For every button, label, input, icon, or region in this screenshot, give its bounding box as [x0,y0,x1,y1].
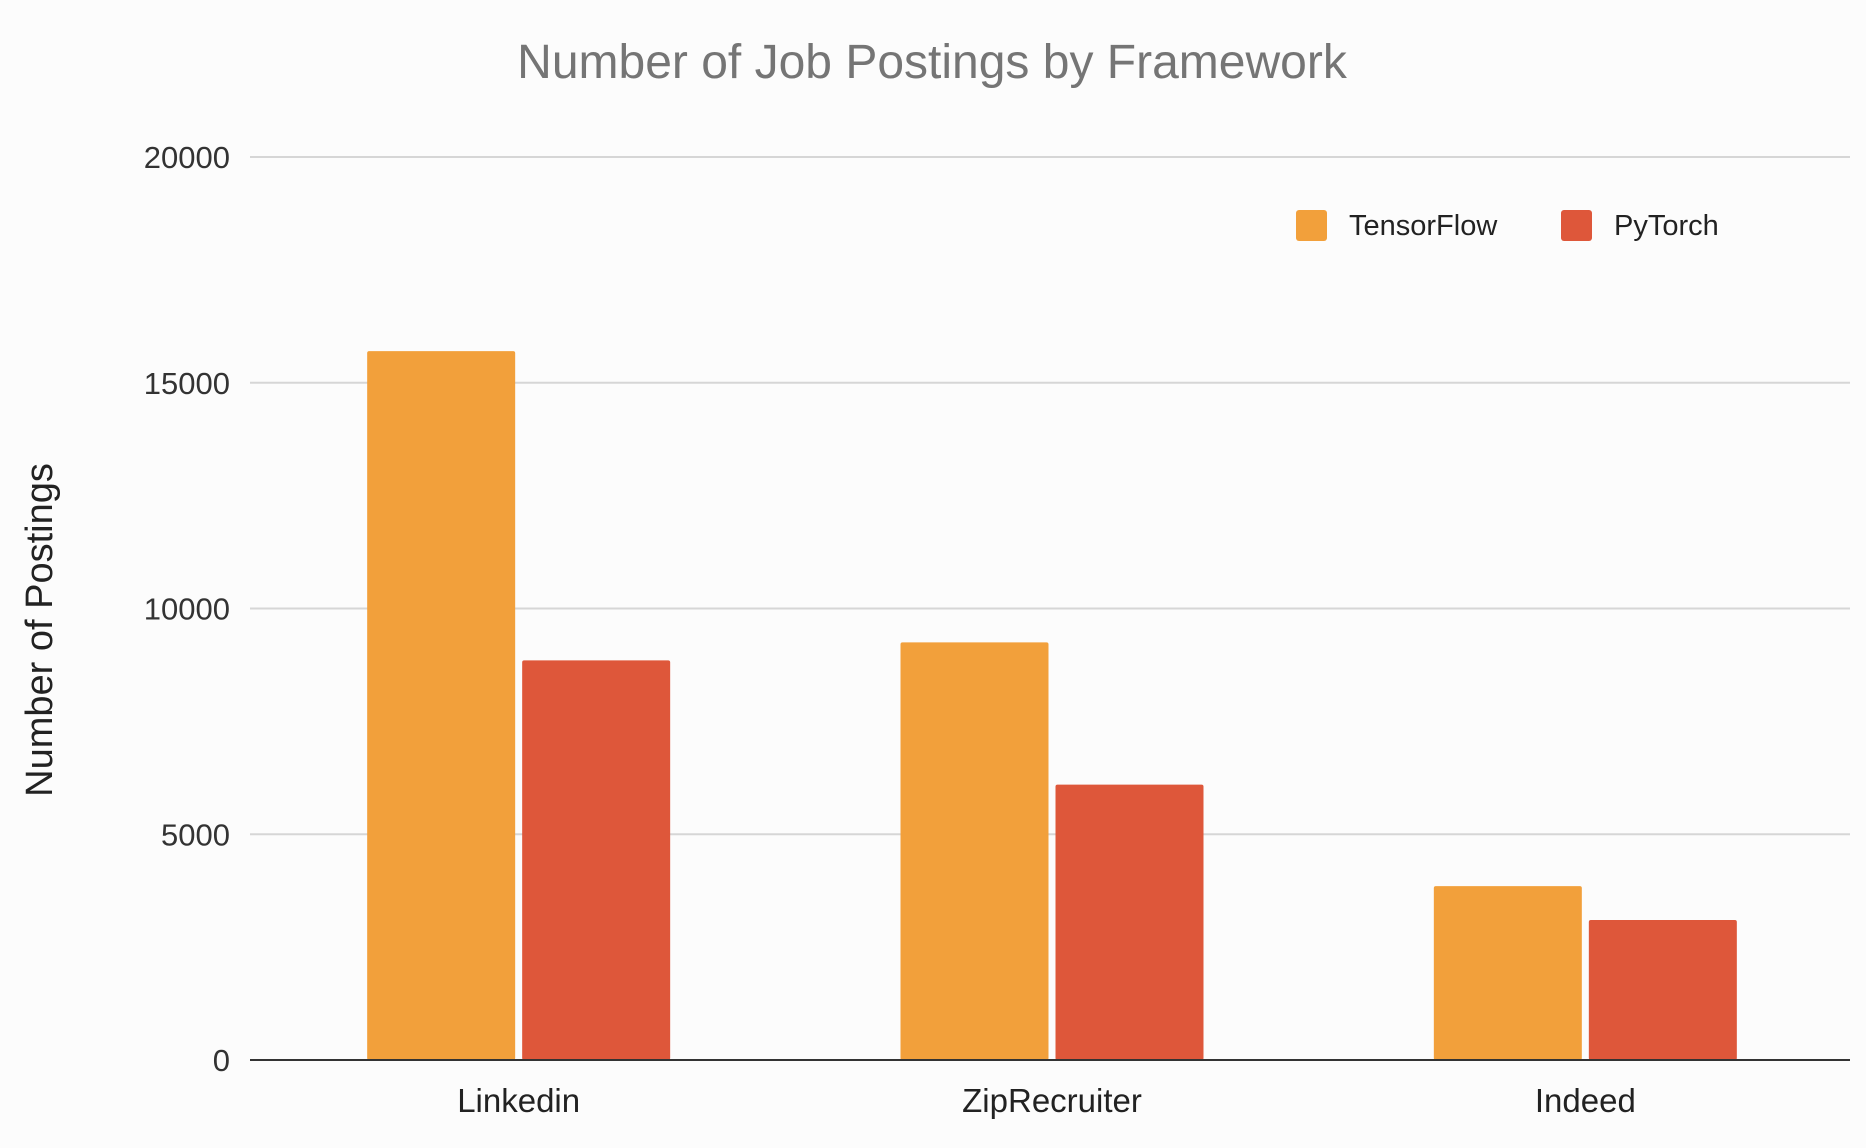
bar-pytorch-indeed [1588,920,1737,1060]
bar-tensorflow-linkedin [367,351,516,1060]
bar-tensorflow-ziprecruiter [900,642,1049,1060]
x-tick-label-ziprecruiter: ZipRecruiter [962,1082,1142,1119]
x-tick-label-indeed: Indeed [1535,1082,1636,1119]
legend-label-tensorflow: TensorFlow [1349,210,1498,242]
y-tick-label-10000: 10000 [144,592,230,627]
legend-label-pytorch: PyTorch [1614,210,1719,242]
y-tick-labels: 0 5000 10000 15000 20000 [144,140,230,1078]
gridlines [250,156,1850,836]
y-tick-label-5000: 5000 [161,817,230,852]
y-tick-label-15000: 15000 [144,366,230,401]
legend-swatch-pytorch [1561,210,1592,241]
x-tick-labels: Linkedin ZipRecruiter Indeed [457,1082,1636,1119]
bar-pytorch-linkedin [522,660,671,1060]
bar-pytorch-ziprecruiter [1055,784,1204,1060]
legend: TensorFlow PyTorch [1296,210,1719,242]
x-tick-label-linkedin: Linkedin [457,1082,580,1119]
y-tick-label-0: 0 [213,1043,230,1078]
y-axis-label: Number of Postings [19,463,61,797]
bar-tensorflow-indeed [1433,886,1582,1060]
chart-title: Number of Job Postings by Framework [517,36,1348,89]
bars [367,351,1737,1060]
y-tick-label-20000: 20000 [144,140,230,175]
legend-swatch-tensorflow [1296,210,1327,241]
